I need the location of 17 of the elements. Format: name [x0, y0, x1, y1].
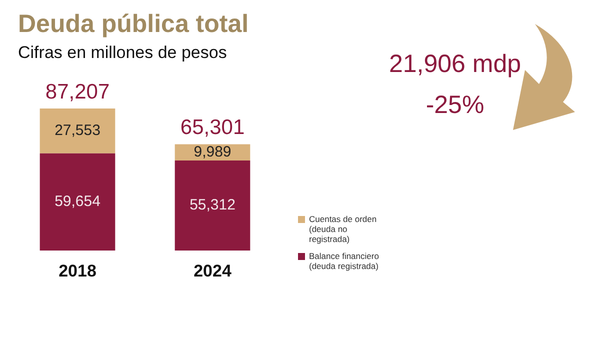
x-tick-label: 2024	[194, 261, 232, 280]
data-label: 9,989	[194, 144, 232, 161]
x-tick-label: 2018	[58, 261, 96, 280]
bar	[40, 153, 116, 251]
bar	[40, 108, 116, 154]
chart-title: Deuda pública total	[18, 10, 249, 39]
data-label: 59,654	[54, 193, 100, 210]
data-label: 55,312	[190, 196, 236, 214]
chart-subtitle: Cifras en millones de pesos	[18, 43, 227, 63]
total-label: 87,207	[45, 80, 110, 104]
total-label: 65,301	[180, 116, 245, 140]
text: 21,906 mdp	[388, 50, 522, 79]
legend-label: Balance financiero (deuda registrada)	[309, 251, 380, 271]
text: -25%	[424, 91, 486, 120]
bar	[174, 160, 250, 251]
legend-label: Cuentas de orden (deuda no registrada)	[309, 214, 378, 244]
data-label: 27,553	[54, 122, 100, 140]
